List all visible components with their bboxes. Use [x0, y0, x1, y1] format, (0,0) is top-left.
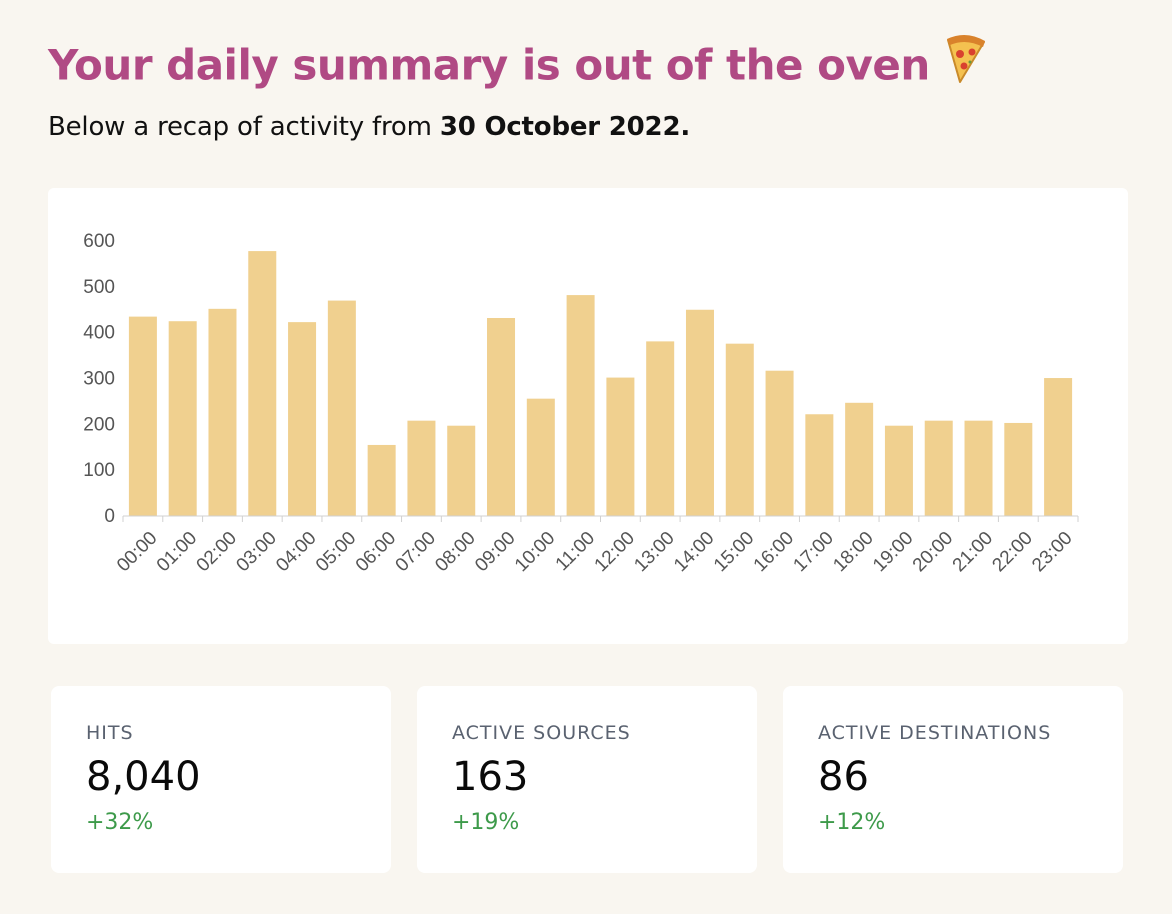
bar-1500	[725, 343, 754, 516]
bar-0400	[288, 322, 317, 516]
x-tick-label: 12:00	[591, 528, 639, 576]
bar-1700	[805, 414, 834, 516]
hourly-activity-chart: 0 100 200 300 400 500 600 00:00 01:00 02:00 03:00…	[48, 188, 1128, 644]
hits-change: +32%	[86, 810, 154, 835]
bar-0800	[447, 425, 476, 516]
x-tick-label: 19:00	[869, 528, 917, 576]
x-tick-label: 20:00	[909, 528, 957, 576]
bar-1000	[526, 398, 555, 516]
bar-0200	[208, 308, 237, 516]
page-title: Your daily summary is out of the oven	[48, 34, 988, 98]
x-tick-label: 22:00	[988, 528, 1036, 576]
hits-value: 8,040	[86, 754, 201, 800]
hits-label: HITS	[86, 722, 134, 744]
y-tick-label: 100	[83, 460, 115, 481]
x-axis: 00:0001:0002:0003:0004:0005:0006:0007:00…	[113, 516, 1079, 576]
bar-chart: 0 100 200 300 400 500 600 00:0001:0002:0003:00…	[83, 231, 1079, 576]
x-tick-label: 05:00	[312, 528, 360, 576]
y-tick-label: 200	[83, 414, 115, 435]
active-destinations-card: ACTIVE DESTINATIONS 86 +12%	[783, 686, 1123, 873]
bar-1400	[685, 309, 714, 516]
x-tick-label: 08:00	[431, 528, 479, 576]
bar-2000	[924, 420, 953, 516]
subtitle: Below a recap of activity from 30 Octobe…	[48, 112, 690, 142]
pizza-icon	[942, 34, 988, 94]
bar-0000	[128, 316, 157, 516]
x-tick-label: 04:00	[272, 528, 320, 576]
x-tick-label: 14:00	[670, 528, 718, 576]
x-tick-label: 01:00	[153, 528, 201, 576]
bar-1200	[606, 377, 635, 516]
y-tick-label: 300	[83, 369, 115, 390]
x-tick-label: 16:00	[750, 528, 798, 576]
bar-2200	[1004, 422, 1033, 516]
x-tick-label: 11:00	[552, 528, 599, 575]
x-tick-label: 10:00	[511, 528, 559, 576]
active-sources-value: 163	[452, 754, 529, 800]
y-axis: 0 100 200 300 400 500 600	[83, 231, 115, 527]
hits-card: HITS 8,040 +32%	[51, 686, 391, 873]
y-tick-label: 600	[83, 231, 115, 252]
x-tick-label: 15:00	[710, 528, 758, 576]
x-tick-label: 09:00	[471, 528, 519, 576]
y-tick-label: 0	[104, 506, 115, 527]
x-tick-label: 03:00	[232, 528, 280, 576]
active-destinations-value: 86	[818, 754, 869, 800]
bar-1900	[884, 425, 913, 516]
summary-date: 30 October 2022.	[439, 112, 691, 142]
y-tick-label: 500	[83, 277, 115, 298]
bar-0900	[487, 318, 516, 516]
bar-0100	[168, 321, 197, 516]
x-tick-label: 13:00	[630, 528, 678, 576]
bar-0700	[407, 420, 436, 516]
bar-1800	[845, 402, 874, 516]
subtitle-prefix: Below a recap of activity from	[48, 112, 440, 142]
active-sources-label: ACTIVE SOURCES	[452, 722, 631, 744]
x-tick-label: 07:00	[392, 528, 440, 576]
bar-2300	[1044, 378, 1073, 516]
x-tick-label: 02:00	[193, 528, 241, 576]
active-destinations-change: +12%	[818, 810, 886, 835]
x-tick-label: 18:00	[829, 528, 877, 576]
active-sources-card: ACTIVE SOURCES 163 +19%	[417, 686, 757, 873]
x-tick-label: 23:00	[1028, 528, 1076, 576]
bars	[128, 251, 1073, 517]
bar-1300	[646, 341, 675, 516]
x-tick-label: 06:00	[352, 528, 400, 576]
active-destinations-label: ACTIVE DESTINATIONS	[818, 722, 1052, 744]
bar-2100	[964, 420, 993, 516]
bar-1100	[566, 295, 595, 516]
bar-0500	[327, 300, 356, 516]
bar-1600	[765, 370, 794, 516]
active-sources-change: +19%	[452, 810, 520, 835]
y-tick-label: 400	[83, 323, 115, 344]
bar-0600	[367, 444, 396, 516]
x-tick-label: 00:00	[113, 528, 161, 576]
x-tick-label: 21:00	[949, 528, 997, 576]
page-title-text: Your daily summary is out of the oven	[48, 40, 930, 90]
bar-0300	[248, 251, 277, 517]
x-tick-label: 17:00	[789, 528, 837, 576]
